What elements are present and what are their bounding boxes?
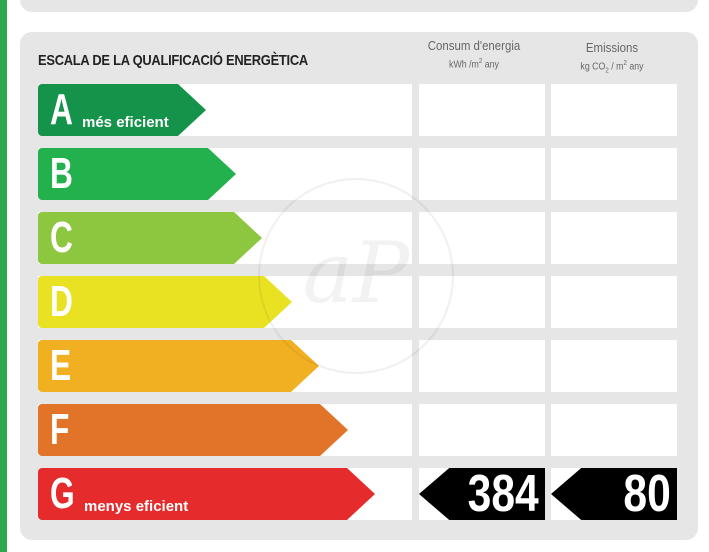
rating-row-b: B [38, 148, 680, 200]
previous-section-card [20, 0, 698, 12]
rating-arrow-c: C [38, 212, 262, 264]
energy-scale-title: ESCALA DE LA QUALIFICACIÓ ENERGÈTICA [38, 52, 308, 69]
energy-rating-card: ESCALA DE LA QUALIFICACIÓ ENERGÈTICA Con… [20, 32, 698, 540]
emissions-cell [551, 340, 677, 392]
emissions-cell [551, 148, 677, 200]
consumption-column-header: Consum d'energia kWh /m2 any [427, 38, 521, 71]
consumption-value: 384 [467, 465, 539, 523]
emissions-cell [551, 404, 677, 456]
rating-letter: C [50, 213, 73, 262]
rating-caption: més eficient [82, 114, 169, 131]
rating-letter: D [50, 277, 73, 326]
rating-letter: A [50, 85, 73, 134]
rating-letter: E [50, 341, 72, 390]
consumption-cell [419, 404, 545, 456]
rating-arrow-f: F [38, 404, 348, 456]
rating-arrow-d: D [38, 276, 292, 328]
rating-arrow-b: B [38, 148, 236, 200]
emissions-value: 80 [623, 465, 671, 523]
emissions-cell [551, 276, 677, 328]
consumption-cell [419, 276, 545, 328]
emissions-cell [551, 212, 677, 264]
rating-letter: G [50, 469, 75, 518]
consumption-cell [419, 212, 545, 264]
left-accent-bar [0, 0, 7, 552]
emissions-value-badge: 80 [551, 468, 677, 520]
rating-row-f: F [38, 404, 680, 456]
consumption-cell [419, 340, 545, 392]
consumption-cell [419, 84, 545, 136]
consumption-value-badge: 384 [419, 468, 545, 520]
rating-arrow-e: E [38, 340, 319, 392]
rating-letter: B [50, 149, 73, 198]
rating-row-d: D [38, 276, 680, 328]
rating-row-c: C [38, 212, 680, 264]
emissions-column-header: Emissions kg CO2 / m2 any [580, 40, 644, 75]
rating-row-e: E [38, 340, 680, 392]
rating-letter: F [50, 405, 70, 454]
rating-caption: menys eficient [84, 498, 189, 515]
consumption-cell [419, 148, 545, 200]
emissions-cell [551, 84, 677, 136]
